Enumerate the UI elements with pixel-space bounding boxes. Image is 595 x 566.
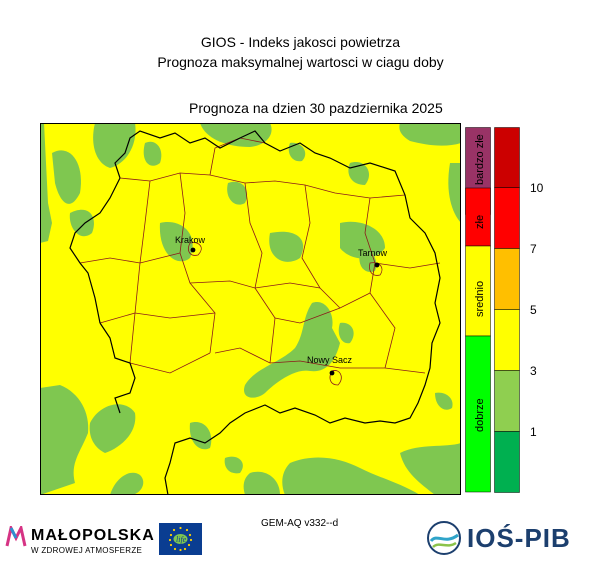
scale-tick-7: 7 <box>530 242 537 256</box>
scale-band-5 <box>494 370 520 432</box>
index-scale <box>494 127 520 493</box>
forecast-map: Krakow Tarnow Nowy Sacz <box>40 123 461 495</box>
malopolska-tagline: W ZDROWEJ ATMOSFERZE <box>31 546 143 555</box>
map-subtitle: Prognoza maksymalnej wartosci w ciagu do… <box>157 54 444 70</box>
green-areas <box>40 123 461 495</box>
legend-label-bardzo-zle: bardzo złe <box>474 134 486 185</box>
scale-tick-3: 3 <box>530 364 537 378</box>
scale-band-2 <box>494 187 520 249</box>
map-title: GIOS - Indeks jakosci powietrza <box>200 34 401 50</box>
eu-flag-icon: life <box>159 523 202 555</box>
eu-life-logo: life <box>159 523 202 560</box>
legend-srednio <box>465 245 491 337</box>
district-boundaries <box>79 137 441 386</box>
legend-label-dobrze: dobrze <box>474 398 486 432</box>
model-version: GEM-AQ v332--d <box>261 518 339 529</box>
category-legend: bardzo złe złe srednio dobrze <box>465 127 491 493</box>
scale-band-6 <box>494 431 520 493</box>
city-label-krakow: Krakow <box>175 235 206 245</box>
city-label-nowy-sacz: Nowy Sacz <box>307 355 353 365</box>
iospib-wave-icon <box>427 521 461 555</box>
malopolska-m-icon <box>5 526 27 547</box>
scale-band-4 <box>494 309 520 371</box>
scale-tick-1: 1 <box>530 425 537 439</box>
map-frame <box>40 123 461 495</box>
eu-logo-text: life <box>176 535 187 544</box>
malopolska-name: MAŁOPOLSKA <box>31 527 155 544</box>
city-tarnow: Tarnow <box>358 248 388 268</box>
scale-band-1 <box>494 127 520 188</box>
scale-tick-5: 5 <box>530 303 537 317</box>
city-krakow: Krakow <box>175 235 206 253</box>
legend-zle <box>465 187 491 247</box>
legend-label-zle: złe <box>474 215 486 229</box>
region-outline <box>69 130 441 495</box>
city-nowy-sacz: Nowy Sacz <box>307 355 353 376</box>
legend-dobrze <box>465 335 491 493</box>
iospib-name: IOŚ-PIB <box>467 523 571 553</box>
city-label-tarnow: Tarnow <box>358 248 388 258</box>
scale-band-3 <box>494 248 520 310</box>
scale-tick-10: 10 <box>530 181 544 195</box>
legend-label-srednio: srednio <box>474 281 486 317</box>
forecast-date: Prognoza na dzien 30 pazdziernika 2025 <box>189 100 443 116</box>
